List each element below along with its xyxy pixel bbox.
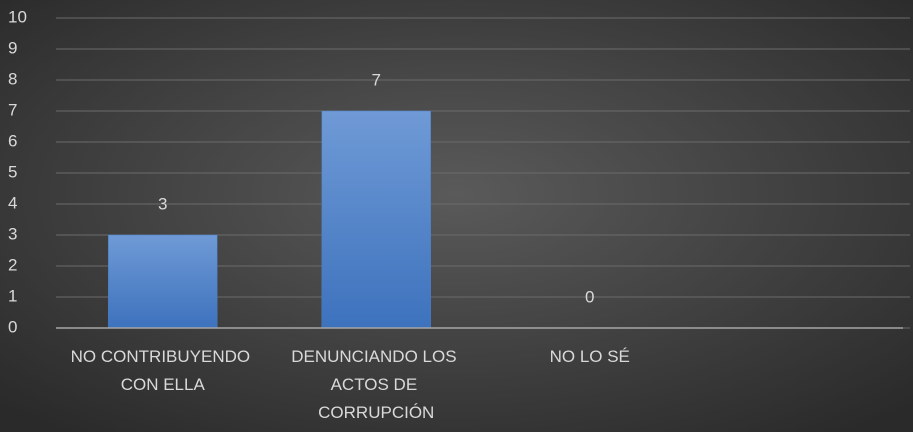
data-label: 0 — [585, 287, 594, 306]
y-tick-label: 3 — [8, 224, 17, 243]
data-label: 7 — [372, 70, 381, 89]
y-tick-label: 1 — [8, 286, 17, 305]
x-tick-label: DENUNCIANDO LOS ACTOS DE CORRUPCIÓN — [291, 347, 461, 422]
x-tick-label: NO LO SÉ — [550, 347, 630, 366]
y-tick-label: 10 — [8, 7, 27, 26]
y-tick-label: 6 — [8, 131, 17, 150]
y-tick-label: 8 — [8, 69, 17, 88]
y-tick-label: 7 — [8, 100, 17, 119]
y-tick-label: 9 — [8, 38, 17, 57]
y-tick-label: 5 — [8, 162, 17, 181]
y-tick-label: 4 — [8, 193, 17, 212]
bar — [321, 110, 431, 329]
y-tick-label: 2 — [8, 255, 17, 274]
y-tick-label: 0 — [8, 317, 17, 336]
bar — [108, 234, 218, 329]
data-label: 3 — [158, 194, 167, 213]
x-tick-label: NO CONTRIBUYENDO CON ELLA — [71, 347, 255, 394]
